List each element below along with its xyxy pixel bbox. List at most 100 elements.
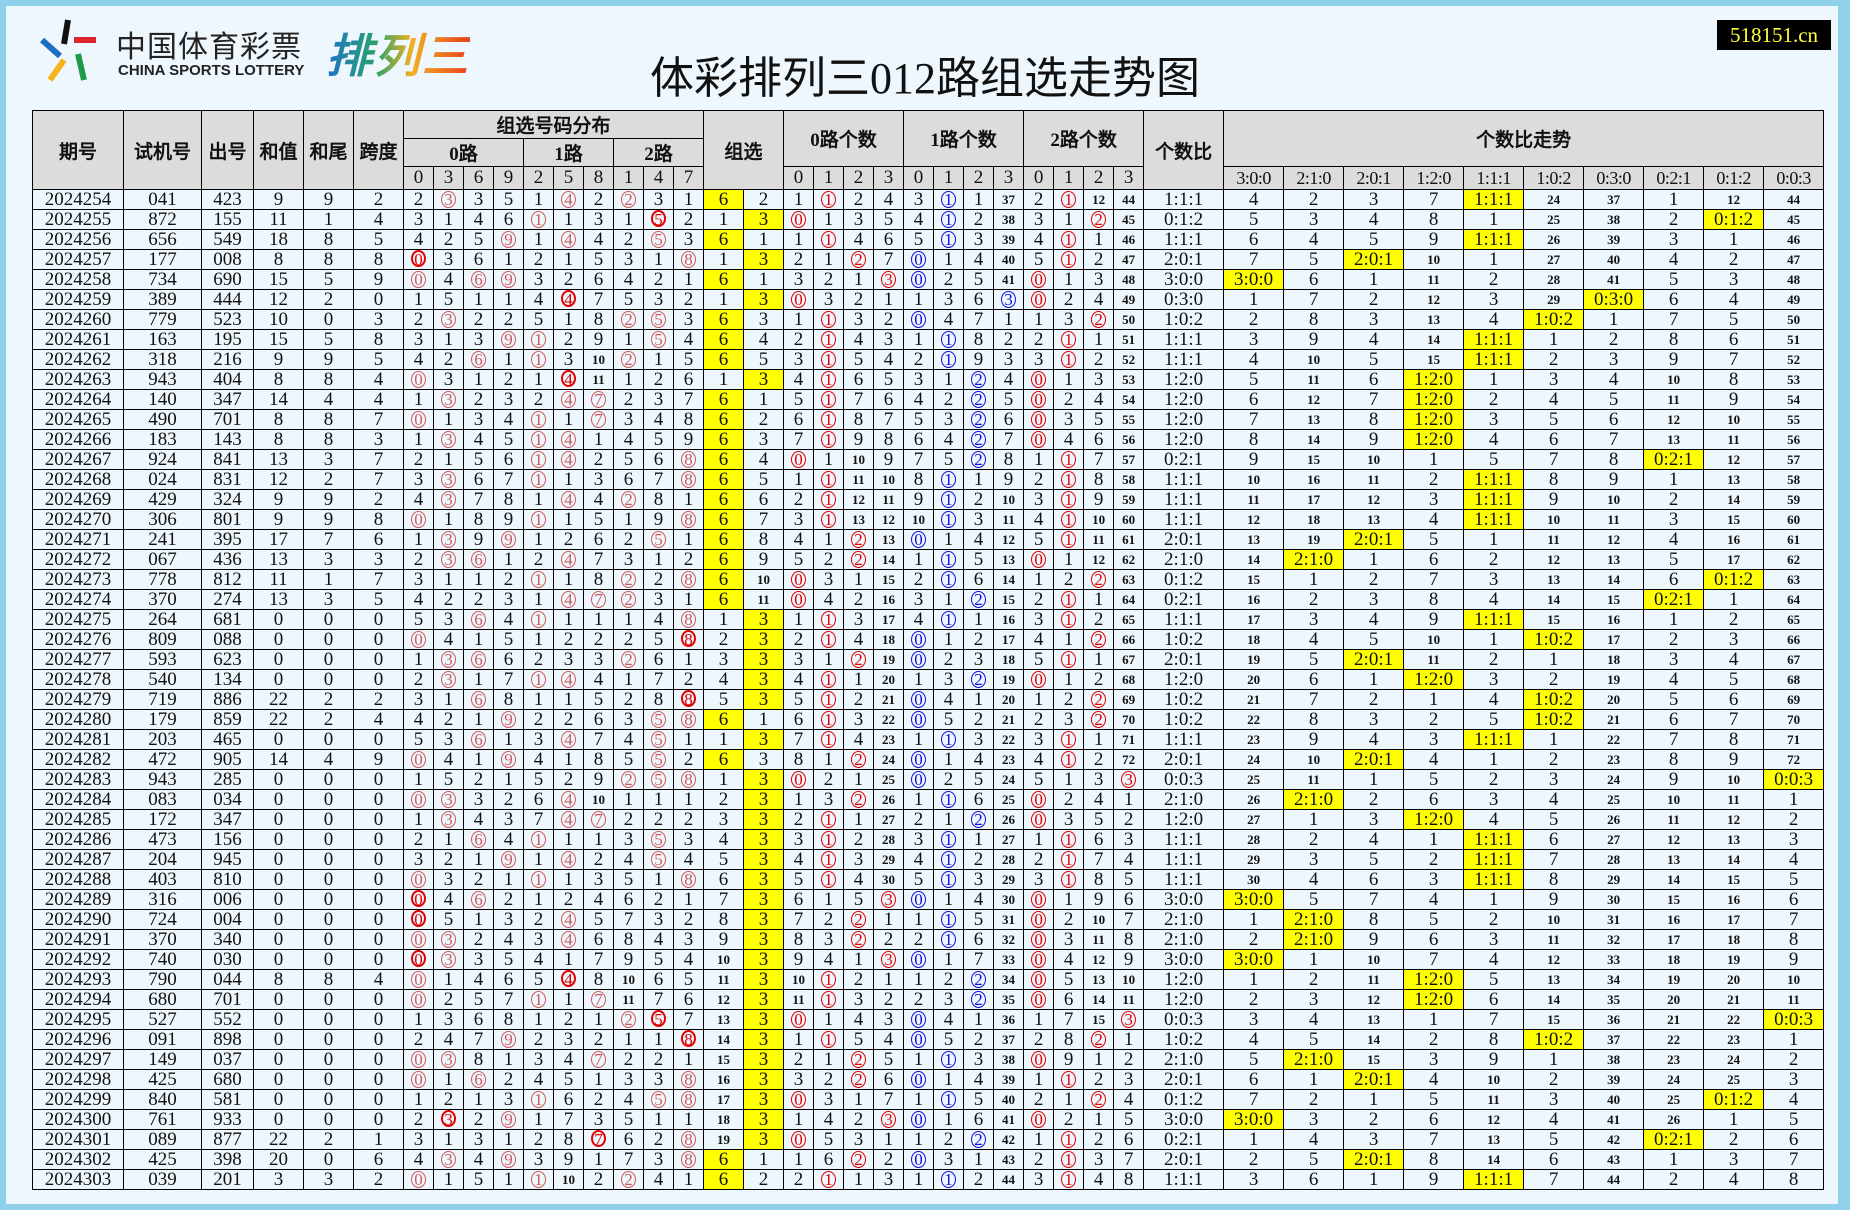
span-cell: 0 bbox=[353, 809, 404, 830]
hit-circle: 4 bbox=[561, 811, 576, 828]
ratio-cell: 2:0:1 bbox=[1143, 749, 1225, 770]
count2-cell-3: 11 bbox=[1113, 989, 1145, 1010]
count1-cell-2: 2 bbox=[963, 1129, 995, 1150]
count2-cell-0: 2 bbox=[1023, 1149, 1055, 1170]
count1-cell-1: 3 bbox=[933, 1149, 965, 1170]
trend-cell-012: 17 bbox=[1703, 549, 1765, 570]
count0-cell-2: 3 bbox=[843, 309, 875, 330]
header-sum: 和值 bbox=[253, 110, 304, 190]
trend-cell-120: 3 bbox=[1403, 489, 1465, 510]
trial-cell: 809 bbox=[123, 629, 202, 650]
trend-cell-003: 10 bbox=[1763, 969, 1825, 990]
trend-cell-111: 7 bbox=[1463, 1009, 1525, 1030]
count0-cell-3: 5 bbox=[873, 209, 905, 230]
trend-cell-210: 4 bbox=[1283, 869, 1345, 890]
dist-cell-6: 2 bbox=[463, 589, 494, 610]
table-row: 2024291 370 340 0 0 0 0 3 2 4 3 4 6 8 4 3 9 3 8 3 2 2 2 1 6 32 0 3 1… bbox=[32, 929, 1825, 950]
trend-cell-003: 6 bbox=[1763, 1129, 1825, 1150]
sum-cell: 0 bbox=[253, 849, 304, 870]
ratio-cell: 1:1:1 bbox=[1143, 329, 1225, 350]
trend-cell-012: 21 bbox=[1703, 989, 1765, 1010]
hit-circle: 1 bbox=[531, 351, 546, 368]
dist-cell-3: 3 bbox=[433, 1109, 464, 1130]
dist-cell-7: 1 bbox=[672, 269, 705, 290]
sum-cell: 0 bbox=[253, 1009, 304, 1030]
count2-cell-1: 1 bbox=[1053, 729, 1085, 750]
dist-cell-3: 3 bbox=[433, 869, 464, 890]
trend-cell-012: 6 bbox=[1703, 689, 1765, 710]
count2-cell-3: 71 bbox=[1113, 729, 1145, 750]
group6-cell: 6 bbox=[703, 349, 745, 370]
trial-cell: 740 bbox=[123, 949, 202, 970]
issue-cell: 2024269 bbox=[32, 489, 124, 510]
trial-cell: 403 bbox=[123, 869, 202, 890]
count0-cell-3: 3 bbox=[873, 1109, 905, 1130]
count2-cell-3: 7 bbox=[1113, 909, 1145, 930]
dist-cell-7: 6 bbox=[672, 369, 705, 390]
trend-cell-201: 7 bbox=[1343, 889, 1405, 910]
dist-cell-2: 1 bbox=[523, 449, 554, 470]
table-row: 2024281 203 465 0 0 0 5 3 6 1 3 4 7 4 5 1 1 3 7 1 4 23 1 1 3 22 3 1… bbox=[32, 729, 1825, 750]
group3-cell: 3 bbox=[743, 609, 785, 630]
count0-cell-1: 3 bbox=[813, 789, 845, 810]
draw-cell: 898 bbox=[201, 1029, 254, 1050]
tail-cell: 1 bbox=[303, 209, 354, 230]
hit-circle: 1 bbox=[821, 811, 837, 828]
hit-circle: 1 bbox=[821, 351, 837, 368]
trend-cell-210: 2 bbox=[1283, 589, 1345, 610]
trend-cell-012: 0:1:2 bbox=[1703, 209, 1765, 230]
trial-cell: 089 bbox=[123, 1129, 202, 1150]
span-cell: 8 bbox=[353, 249, 404, 270]
group6-cell: 10 bbox=[703, 949, 745, 970]
count1-cell-1: 2 bbox=[933, 1129, 965, 1150]
count0-cell-3: 30 bbox=[873, 869, 905, 890]
trend-cell-210: 9 bbox=[1283, 329, 1345, 350]
dist-cell-1: 1 bbox=[613, 509, 644, 530]
ratio-cell: 2:0:1 bbox=[1143, 1149, 1225, 1170]
trend-cell-030: 22 bbox=[1583, 729, 1645, 750]
hit-circle: 8 bbox=[681, 1091, 696, 1108]
trend-cell-111: 1 bbox=[1463, 369, 1525, 390]
count2-cell-2: 3 bbox=[1083, 269, 1115, 290]
dist-cell-2: 1 bbox=[523, 989, 554, 1010]
group6-cell: 1 bbox=[703, 249, 745, 270]
hit-circle: 2 bbox=[851, 791, 867, 808]
draw-cell: 859 bbox=[201, 709, 254, 730]
table-row: 2024273 778 812 11 1 7 3 1 1 2 1 1 8 2 2 8 6 10 0 3 1 15 2 1 6 14… bbox=[32, 569, 1825, 590]
group3-cell: 3 bbox=[743, 1029, 785, 1050]
dist-cell-6: 1 bbox=[463, 669, 494, 690]
count2-cell-3: 3 bbox=[1113, 1069, 1145, 1090]
hit-circle: 0 bbox=[791, 291, 807, 308]
span-cell: 3 bbox=[353, 549, 404, 570]
trial-cell: 872 bbox=[123, 209, 202, 230]
dist-cell-0: 3 bbox=[403, 209, 434, 230]
count1-cell-1: 1 bbox=[933, 1069, 965, 1090]
dist-cell-3: 2 bbox=[433, 849, 464, 870]
dist-cell-8: 1 bbox=[583, 1069, 614, 1090]
hit-circle: 2 bbox=[971, 391, 987, 408]
dist-cell-3: 1 bbox=[433, 569, 464, 590]
trend-cell-300: 28 bbox=[1223, 829, 1285, 850]
count1-cell-2: 1 bbox=[963, 829, 995, 850]
trend-cell-003: 8 bbox=[1763, 929, 1825, 950]
trend-cell-012: 7 bbox=[1703, 709, 1765, 730]
hit-circle: 0 bbox=[1031, 931, 1047, 948]
trend-cell-120: 1:2:0 bbox=[1403, 409, 1465, 430]
trend-cell-030: 34 bbox=[1583, 969, 1645, 990]
dist-cell-9: 8 bbox=[493, 489, 524, 510]
trend-cell-210: 9 bbox=[1283, 729, 1345, 750]
ratio-cell: 0:3:0 bbox=[1143, 289, 1225, 310]
dist-cell-6: 6 bbox=[463, 349, 494, 370]
trend-cell-102: 11 bbox=[1523, 929, 1585, 950]
dist-cell-7: 6 bbox=[672, 989, 705, 1010]
trial-cell: 490 bbox=[123, 409, 202, 430]
group3-cell: 3 bbox=[743, 969, 785, 990]
count1-cell-0: 0 bbox=[903, 1029, 935, 1050]
issue-cell: 2024279 bbox=[32, 689, 124, 710]
count0-cell-0: 5 bbox=[783, 549, 815, 570]
trend-cell-021: 0:2:1 bbox=[1643, 589, 1705, 610]
draw-cell: 701 bbox=[201, 409, 254, 430]
trend-cell-030: 27 bbox=[1583, 829, 1645, 850]
count2-cell-1: 1 bbox=[1053, 1089, 1085, 1110]
dist-cell-7: 1 bbox=[672, 1109, 705, 1130]
